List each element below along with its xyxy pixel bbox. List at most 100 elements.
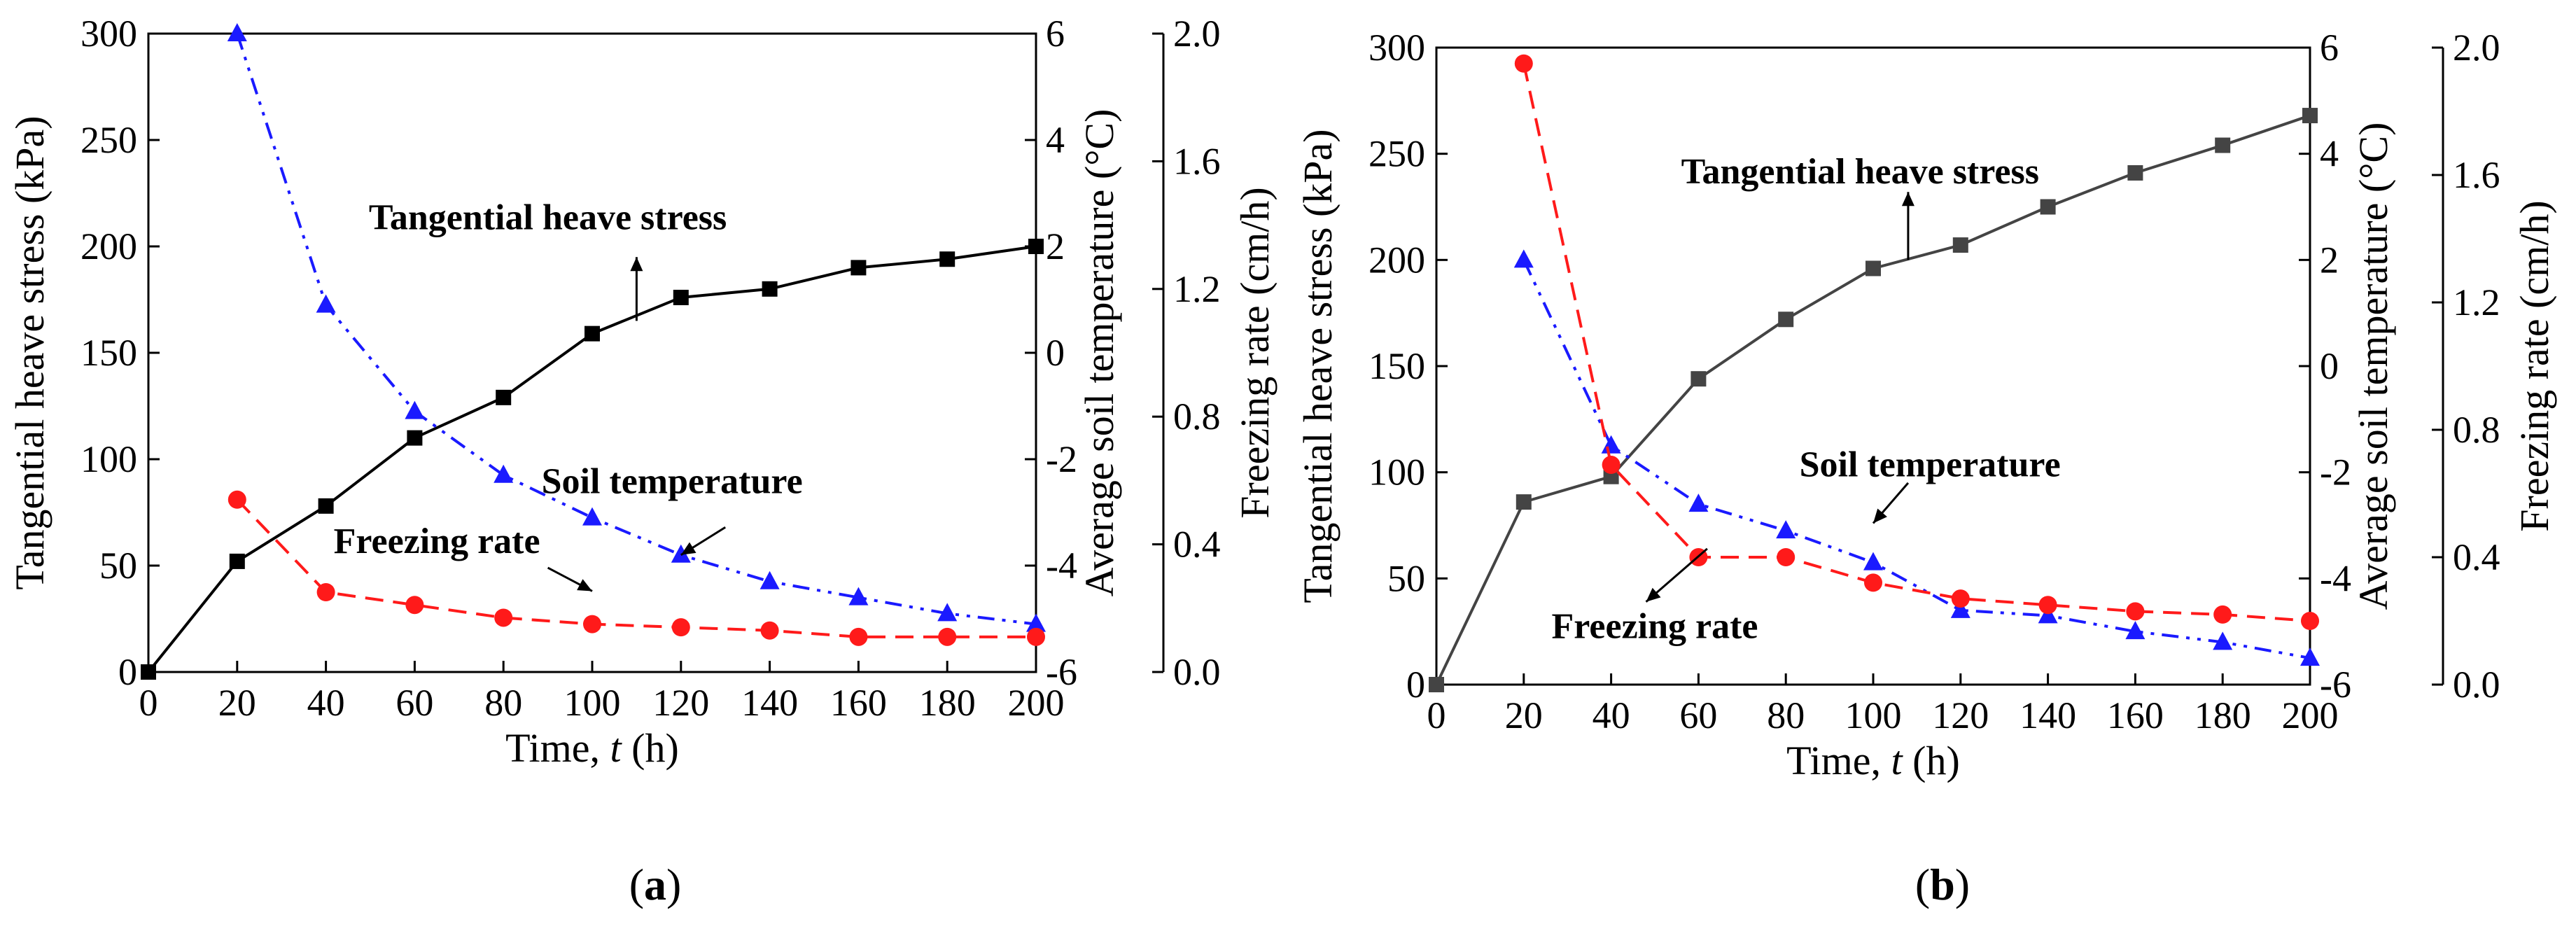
data-point-freezing-rate [2301,612,2319,630]
panel-label-letter: a [644,860,666,909]
data-point-tangential-heave-stress [1690,371,1707,387]
y-tick-label-temperature: -6 [1046,651,1077,693]
x-tick-label: 160 [2107,694,2164,736]
y-tick-label-freezing-rate: 1.6 [2453,154,2500,196]
data-point-tangential-heave-stress [1429,677,1444,692]
data-point-soil-temperature [1601,435,1621,454]
x-tick-label: 200 [1008,682,1065,724]
annotation-arrowhead-soil-temperature [680,542,696,555]
x-axis-label-variable: t [610,725,623,771]
data-point-freezing-rate [583,615,601,634]
y-tick-label-freezing-rate: 2.0 [1173,13,1221,55]
x-tick-label: 60 [396,682,433,724]
x-axis-label-suffix: (h) [1903,738,1960,783]
annotation-arrowhead-freezing-rate [577,579,592,592]
data-point-freezing-rate [1864,573,1882,592]
y-tick-label-temperature: 4 [2320,133,2339,175]
data-point-freezing-rate [671,618,690,637]
x-tick-label: 40 [1592,694,1630,736]
y-tick-label-freezing-rate: 0.8 [1173,396,1221,438]
y-axis-label-stress: Tangential heave stress (kPa) [7,115,52,589]
y-tick-label-stress: 100 [1368,451,1425,493]
y-tick-label-stress: 250 [80,119,137,161]
y-tick-label-temperature: 2 [1046,225,1065,267]
panel-label-close: ) [666,860,681,909]
x-tick-label: 140 [2019,694,2076,736]
annotation-tangential-heave-stress: Tangential heave stress [1681,152,2039,192]
annotation-soil-temperature: Soil temperature [1800,445,2061,485]
y-tick-label-temperature: 6 [1046,13,1065,55]
x-tick-label: 0 [1427,694,1446,736]
y-tick-label-freezing-rate: 1.2 [2453,281,2500,323]
data-point-soil-temperature [316,294,336,313]
data-point-freezing-rate [1514,54,1533,73]
y-tick-label-freezing-rate: 0.0 [2453,664,2500,706]
data-point-soil-temperature [760,570,780,589]
y-tick-label-stress: 200 [1368,239,1425,281]
data-point-tangential-heave-stress [2215,137,2231,153]
data-point-tangential-heave-stress [141,664,156,680]
annotation-arrowhead-freezing-rate [1646,587,1661,602]
y-tick-label-temperature: -2 [2320,451,2351,493]
y-tick-label-stress: 100 [80,438,137,480]
y-tick-label-freezing-rate: 2.0 [2453,27,2500,69]
y-tick-label-stress: 50 [1387,557,1425,599]
data-point-soil-temperature [2213,631,2233,650]
data-point-freezing-rate [405,596,424,615]
x-axis-label: Time, t (h) [505,725,679,771]
data-point-soil-temperature [2300,648,2320,666]
x-axis-label-prefix: Time, [505,725,610,771]
y-tick-label-temperature: -2 [1046,438,1077,480]
data-point-soil-temperature [1688,493,1709,512]
annotation-freezing-rate: Freezing rate [334,522,540,561]
x-tick-label: 140 [741,682,798,724]
y-tick-label-stress: 250 [1368,133,1425,175]
y-tick-label-temperature: 2 [2320,239,2339,281]
x-tick-label: 200 [2282,694,2339,736]
annotation-freezing-rate: Freezing rate [1552,606,1758,646]
data-point-freezing-rate [1602,456,1620,475]
data-point-tangential-heave-stress [2302,108,2318,124]
x-tick-label: 100 [1845,694,1902,736]
data-point-tangential-heave-stress [762,281,778,297]
y-tick-label-stress: 0 [118,651,137,693]
panel-label-close: ) [1955,860,1970,909]
data-point-freezing-rate [2213,605,2232,624]
x-tick-label: 20 [218,682,256,724]
data-point-tangential-heave-stress [1516,494,1532,510]
y-axis-label-freezing-rate: Freezing rate (cm/h) [2512,200,2557,531]
data-point-tangential-heave-stress [1778,312,1794,328]
x-tick-label: 20 [1505,694,1543,736]
series-line-soil-temperature [235,33,1037,626]
series-line-tangential-heave-stress [1435,114,2311,685]
data-point-tangential-heave-stress [1028,239,1044,254]
data-point-freezing-rate [2126,602,2145,621]
y-tick-label-temperature: 4 [1046,119,1065,161]
y-tick-label-freezing-rate: 0.4 [2453,536,2500,578]
y-tick-label-stress: 50 [99,545,137,587]
data-point-soil-temperature [671,544,691,563]
x-tick-label: 100 [564,682,621,724]
series-line-freezing-rate [236,498,1036,638]
panel-label-open: ( [1915,860,1930,909]
annotation-arrowhead-tangential-heave-stress [630,257,643,272]
annotation-arrowhead-tangential-heave-stress [1901,192,1914,206]
data-point-tangential-heave-stress [1952,237,1968,253]
y-tick-label-stress: 200 [80,225,137,267]
y-axis-label-stress: Tangential heave stress (kPa) [1295,129,1340,603]
y-tick-label-stress: 0 [1406,664,1425,706]
data-point-freezing-rate [1777,548,1795,566]
x-tick-label: 80 [484,682,522,724]
x-axis-label: Time, t (h) [1786,738,1960,783]
data-point-freezing-rate [316,583,335,601]
data-point-soil-temperature [493,464,514,483]
y-tick-label-temperature: 0 [1046,332,1065,374]
x-tick-label: 40 [307,682,345,724]
data-point-soil-temperature [937,603,958,622]
data-point-tangential-heave-stress [229,553,245,569]
data-point-tangential-heave-stress [2127,164,2143,181]
x-tick-label: 80 [1767,694,1805,736]
y-tick-label-stress: 300 [1368,27,1425,69]
